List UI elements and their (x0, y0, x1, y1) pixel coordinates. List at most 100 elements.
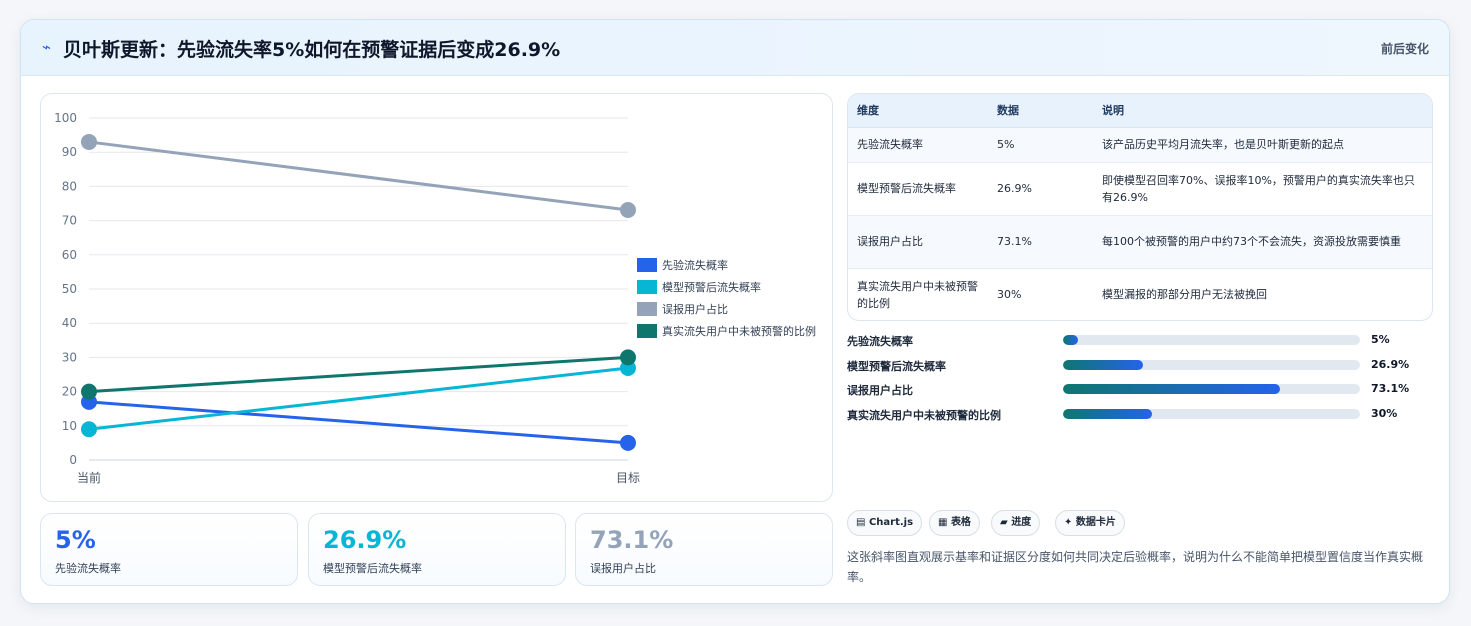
data-table: 维度 数据 说明 先验流失概率 5% 该产品历史平均月流失率，也是贝叶斯更新的起… (847, 93, 1433, 321)
progress-value: 73.1% (1371, 382, 1410, 395)
slope-chart: 0 10 20 30 40 50 60 70 80 90 100 当前 目标 先验流失概率模型预警后流失概… (54, 111, 816, 485)
data-point (620, 434, 636, 451)
y-tick-label: 30 (62, 350, 77, 364)
progress-row: 先验流失概率 5% (847, 331, 1433, 356)
tag-label: 数据卡片 (1075, 517, 1116, 528)
progress-fill (1063, 384, 1281, 394)
series-line (88, 140, 629, 212)
y-tick-label: 40 (62, 316, 77, 330)
series-line (88, 400, 629, 445)
progress-fill (1063, 335, 1078, 345)
sparkle-icon: ✦ (1064, 517, 1073, 528)
tag-table[interactable]: ▦ 表格 (929, 510, 980, 536)
kpi-label: 模型预警后流失概率 (323, 562, 422, 575)
progress-row: 误报用户占比 73.1% (847, 380, 1433, 405)
tag-chartjs[interactable]: ▤ Chart.js (847, 510, 923, 536)
progress-row: 模型预警后流失概率 26.9% (847, 356, 1433, 381)
legend-label: 先验流失概率 (662, 258, 728, 272)
data-point (81, 421, 97, 438)
table-cell: 模型漏报的那部分用户无法被挽回 (1102, 288, 1267, 302)
progress-list: 先验流失概率 5% 模型预警后流失概率 26.9% 误报用户占比 73.1% 真… (847, 331, 1433, 429)
table-cell: 26.9% (988, 162, 1093, 216)
table-cell: 真实流失用户中未被预警的比例 (857, 279, 978, 310)
table-cell: 30% (997, 288, 1022, 302)
kpi-card-prior: 5% 先验流失概率 (40, 513, 298, 586)
table-cell: 即使模型召回率70%、误报率10%，预警用户的真实流失率也只有26.9% (1093, 162, 1432, 216)
y-tick-label: 50 (62, 282, 77, 296)
tag-label: 进度 (1011, 517, 1032, 528)
tag-label: 表格 (950, 517, 971, 528)
kpi-label: 先验流失概率 (55, 562, 121, 575)
lightning-icon: ⌁ (42, 38, 52, 56)
table-cell: 5% (988, 127, 1093, 163)
data-point (620, 201, 636, 218)
kpi-value: 5% (55, 526, 96, 554)
progress-track (1063, 335, 1360, 345)
series-line (88, 355, 629, 394)
y-tick-label: 80 (62, 179, 77, 193)
kpi-label: 误报用户占比 (590, 562, 656, 575)
progress-label: 真实流失用户中未被预警的比例 (847, 408, 1001, 422)
legend-swatch (637, 280, 657, 294)
table-cell: 误报用户占比 (848, 215, 988, 269)
table-cell: 模型预警后流失概率 (848, 162, 988, 216)
legend-swatch (637, 324, 657, 338)
progress-track (1063, 408, 1360, 419)
y-tick-label: 70 (62, 214, 77, 228)
legend-swatch (637, 302, 657, 316)
legend-label: 真实流失用户中未被预警的比例 (662, 324, 816, 338)
table-header: 维度 (848, 94, 988, 128)
progress-label: 模型预警后流失概率 (847, 359, 946, 373)
kpi-value: 73.1% (590, 526, 674, 554)
table-cell: 73.1% (988, 215, 1093, 269)
legend-swatch (637, 258, 657, 272)
tag-data-card[interactable]: ✦ 数据卡片 (1055, 510, 1125, 536)
kpi-card-posterior: 26.9% 模型预警后流失概率 (308, 513, 566, 586)
table-cell: 每100个被预警的用户中约73个不会流失，资源投放需要慎重 (1093, 215, 1432, 269)
legend-label: 误报用户占比 (662, 302, 728, 316)
table-row: 模型预警后流失概率 26.9% 即使模型召回率70%、误报率10%，预警用户的真… (848, 162, 1432, 216)
y-tick-label: 20 (62, 385, 77, 399)
card-header: ⌁ 贝叶斯更新：先验流失率5%如何在预警证据后变成26.9% 前后变化 (21, 20, 1449, 76)
legend-label: 模型预警后流失概率 (662, 280, 761, 294)
chart-note: 这张斜率图直观展示基率和证据区分度如何共同决定后验概率，说明为什么不能简单把模型… (847, 550, 1424, 584)
table-cell: 该产品历史平均月流失率，也是贝叶斯更新的起点 (1093, 127, 1432, 163)
progress-fill (1063, 408, 1153, 419)
data-point (620, 349, 636, 366)
progress-label: 先验流失概率 (847, 335, 913, 348)
progress-track (1063, 359, 1360, 370)
tag-progress[interactable]: ▰ 进度 (991, 510, 1041, 536)
progress-value: 5% (1371, 333, 1390, 346)
y-tick-label: 90 (62, 145, 77, 159)
progress-fill (1063, 359, 1143, 370)
page-title: 贝叶斯更新：先验流失率5%如何在预警证据后变成26.9% (63, 39, 561, 61)
x-tick-label: 当前 (77, 470, 101, 485)
data-point (81, 383, 97, 400)
kpi-value: 26.9% (323, 526, 407, 554)
progress-label: 误报用户占比 (847, 384, 913, 397)
dashboard-card: ⌁ 贝叶斯更新：先验流失率5%如何在预警证据后变成26.9% 前后变化 0 10 2… (20, 19, 1450, 604)
table-row: 先验流失概率 5% 该产品历史平均月流失率，也是贝叶斯更新的起点 (848, 127, 1432, 163)
table-header: 说明 (1093, 94, 1432, 128)
series-line (88, 366, 629, 431)
table-icon: ▦ (938, 517, 948, 528)
slope-chart-panel: 0 10 20 30 40 50 60 70 80 90 100 当前 目标 先验流失概率模型预警后流失概… (40, 93, 833, 502)
table-cell: 先验流失概率 (848, 127, 988, 163)
data-point (81, 133, 97, 150)
tag-label: Chart.js (868, 517, 914, 528)
progress-value: 26.9% (1371, 357, 1410, 371)
kpi-card-false-alarm: 73.1% 误报用户占比 (575, 513, 833, 586)
header-subtitle: 前后变化 (1380, 42, 1429, 56)
progress-row: 真实流失用户中未被预警的比例 30% (847, 405, 1433, 430)
table-row: 真实流失用户中未被预警的比例 30% 模型漏报的那部分用户无法被挽回 (848, 268, 1432, 320)
progress-value: 30% (1371, 406, 1398, 420)
chart-icon: ▤ (856, 517, 866, 528)
x-tick-label: 目标 (616, 471, 640, 485)
y-tick-label: 100 (54, 111, 77, 125)
table-row: 误报用户占比 73.1% 每100个被预警的用户中约73个不会流失，资源投放需要… (848, 215, 1432, 269)
y-tick-label: 0 (69, 453, 77, 467)
table-header: 数据 (988, 94, 1093, 128)
y-tick-label: 60 (62, 248, 77, 262)
y-tick-label: 10 (62, 419, 77, 433)
progress-icon: ▰ (1000, 517, 1008, 528)
